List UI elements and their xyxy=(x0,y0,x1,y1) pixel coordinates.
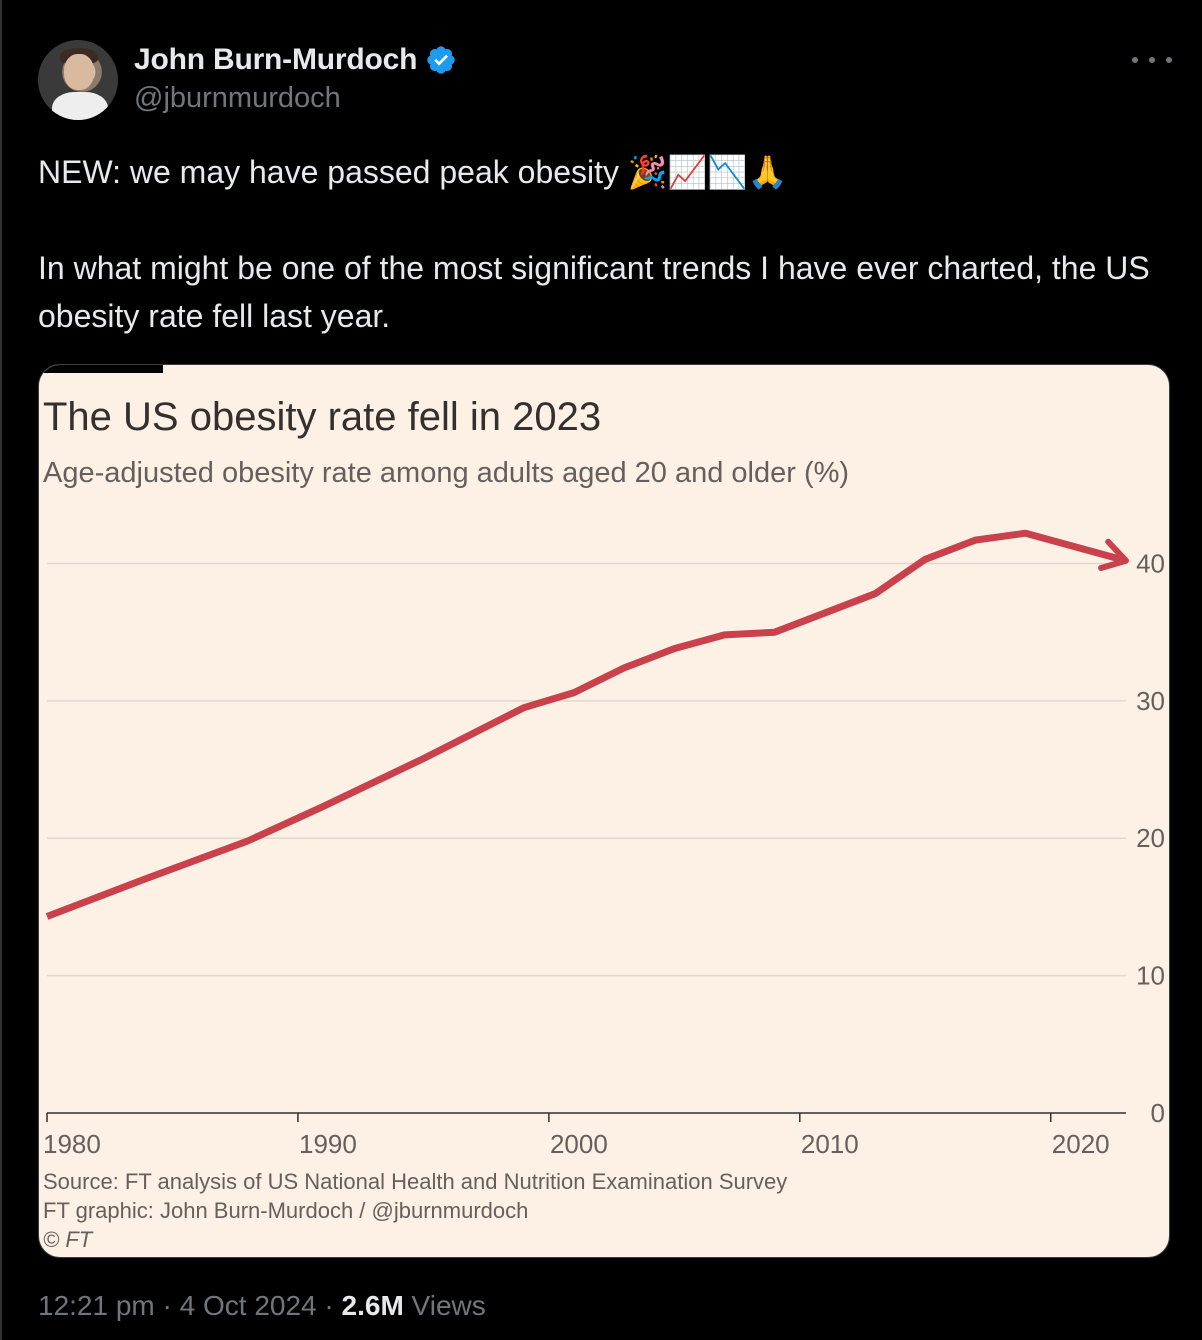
chart-credit: FT graphic: John Burn-Murdoch / @jburnmu… xyxy=(43,1198,529,1223)
tweet-date[interactable]: 4 Oct 2024 xyxy=(179,1290,317,1321)
views-count[interactable]: 2.6M xyxy=(341,1290,404,1321)
y-tick-label-0: 0 xyxy=(1151,1098,1165,1128)
chart-title: The US obesity rate fell in 2023 xyxy=(43,395,602,439)
verified-badge-icon[interactable] xyxy=(425,44,457,76)
y-tick-label-10: 10 xyxy=(1136,961,1165,991)
y-tick-label-40: 40 xyxy=(1136,548,1165,578)
author-handle[interactable]: @jburnmurdoch xyxy=(134,82,341,114)
x-tick-label-2010: 2010 xyxy=(801,1129,859,1159)
series-line-0 xyxy=(45,529,1127,920)
x-tick-label-2000: 2000 xyxy=(550,1129,608,1159)
y-tick-label-20: 20 xyxy=(1136,823,1165,853)
views-label[interactable]: Views xyxy=(411,1290,486,1321)
author-name-row: John Burn-Murdoch xyxy=(134,42,457,78)
tweet-text-line-1: NEW: we may have passed peak obesity 🎉📈📉… xyxy=(38,154,788,190)
meta-separator: · xyxy=(162,1290,172,1321)
x-tick-label-1980: 1980 xyxy=(43,1129,101,1159)
y-tick-label-30: 30 xyxy=(1136,686,1165,716)
x-tick-label-1990: 1990 xyxy=(299,1129,357,1159)
tweet-text: NEW: we may have passed peak obesity 🎉📈📉… xyxy=(38,148,1168,340)
chart-image-card[interactable]: The US obesity rate fell in 2023 Age-adj… xyxy=(38,364,1170,1258)
chart-source: Source: FT analysis of US National Healt… xyxy=(43,1169,788,1194)
chart-subtitle: Age-adjusted obesity rate among adults a… xyxy=(43,457,850,489)
avatar[interactable] xyxy=(38,40,118,120)
tweet-text-line-2: In what might be one of the most signifi… xyxy=(38,250,1150,334)
timeline-divider xyxy=(0,0,2,1340)
more-options-icon[interactable] xyxy=(1132,50,1172,70)
meta-separator: · xyxy=(324,1290,334,1321)
ft-tab-bar xyxy=(39,365,163,373)
chart-copyright: © FT xyxy=(43,1227,93,1252)
tweet-time[interactable]: 12:21 pm xyxy=(38,1290,155,1321)
tweet-meta: 12:21 pm · 4 Oct 2024 · 2.6M Views xyxy=(38,1290,486,1322)
x-tick-label-2020: 2020 xyxy=(1052,1129,1110,1159)
series-end-arrow xyxy=(1098,538,1129,571)
obesity-line-chart: 0 10 20 30 40 1980 1990 2000 2010 2020 xyxy=(43,529,1165,1159)
author-display-name[interactable]: John Burn-Murdoch xyxy=(134,43,418,76)
